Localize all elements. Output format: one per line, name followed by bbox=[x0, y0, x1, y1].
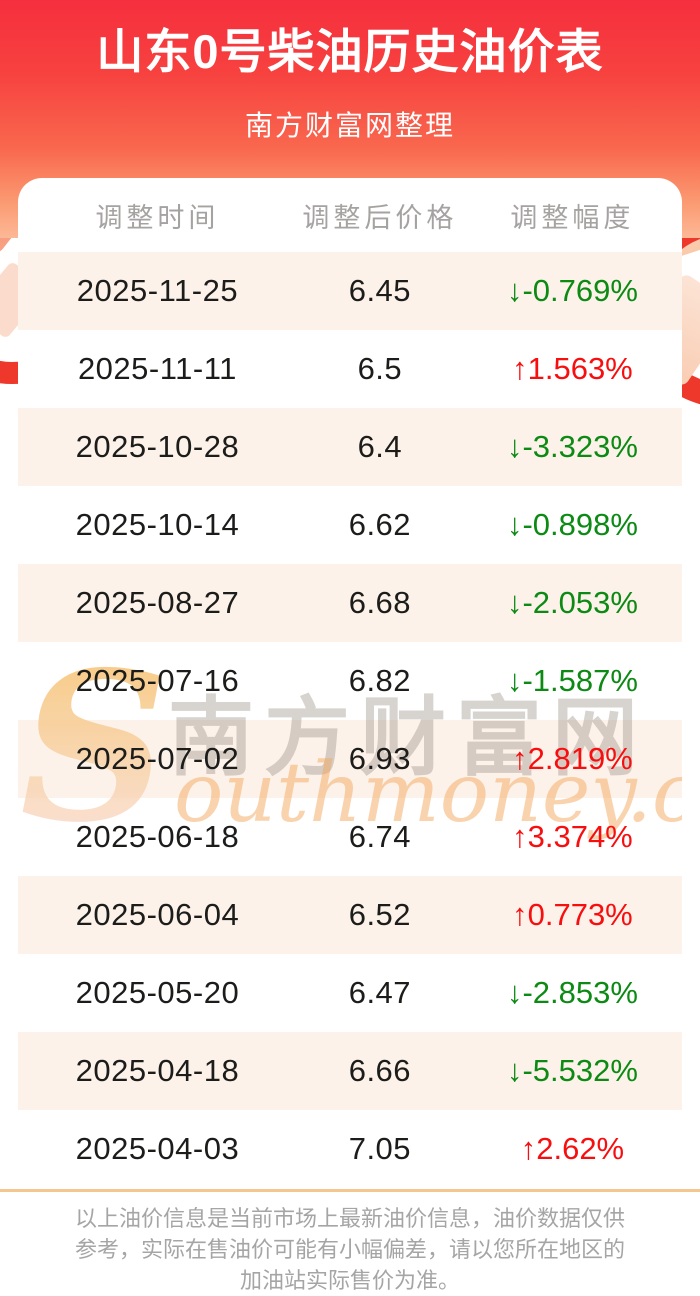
adjustment-date: 2025-06-18 bbox=[75, 819, 240, 854]
table-row: 2025-04-03 7.05 ↑2.62% bbox=[18, 1110, 682, 1188]
adjustment-percentage: ↑1.563% bbox=[512, 351, 633, 386]
table-row: 2025-06-18 6.74 ↑3.374% bbox=[18, 798, 682, 876]
adjustment-percentage: ↓-5.532% bbox=[506, 1053, 638, 1088]
adjustment-percentage: ↓-3.323% bbox=[506, 429, 638, 464]
adjustment-date: 2025-11-25 bbox=[76, 273, 239, 308]
adjustment-percentage: ↓-2.053% bbox=[506, 585, 638, 620]
adjustment-date: 2025-10-28 bbox=[75, 429, 240, 464]
table-row: 2025-10-28 6.4 ↓-3.323% bbox=[18, 408, 682, 486]
table-row: 2025-11-11 6.5 ↑1.563% bbox=[18, 330, 682, 408]
table-row: 2025-07-02 6.93 ↑2.819% bbox=[18, 720, 682, 798]
adjusted-price: 6.66 bbox=[348, 1053, 412, 1088]
footer-disclaimer-line: 以上油价信息是当前市场上最新油价信息，油价数据仅供 bbox=[74, 1206, 625, 1231]
adjustment-date: 2025-05-20 bbox=[75, 975, 240, 1010]
adjusted-price: 6.68 bbox=[348, 585, 412, 620]
table-row: 2025-08-27 6.68 ↓-2.053% bbox=[18, 564, 682, 642]
table-row: 2025-06-04 6.52 ↑0.773% bbox=[18, 876, 682, 954]
footer-disclaimer: 以上油价信息是当前市场上最新油价信息，油价数据仅供 参考，实际在售油价可能有小幅… bbox=[0, 1203, 700, 1296]
adjustment-percentage: ↑2.62% bbox=[520, 1131, 625, 1166]
adjusted-price: 6.5 bbox=[357, 351, 403, 386]
adjustment-percentage: ↑0.773% bbox=[512, 897, 633, 932]
table-row: 2025-05-20 6.47 ↓-2.853% bbox=[18, 954, 682, 1032]
adjusted-price: 7.05 bbox=[348, 1131, 412, 1166]
column-header-change: 调整幅度 bbox=[510, 202, 635, 233]
footer-disclaimer-line: 参考，实际在售油价可能有小幅偏差，请以您所在地区的 bbox=[74, 1237, 625, 1262]
adjusted-price: 6.74 bbox=[348, 819, 412, 854]
column-header-date: 调整时间 bbox=[95, 202, 220, 233]
adjustment-date: 2025-06-04 bbox=[75, 897, 240, 932]
column-header-price: 调整后价格 bbox=[302, 202, 458, 233]
adjusted-price: 6.47 bbox=[348, 975, 412, 1010]
table-header-row: 调整时间 调整后价格 调整幅度 bbox=[18, 178, 682, 252]
table-row: 2025-07-16 6.82 ↓-1.587% bbox=[18, 642, 682, 720]
adjustment-percentage: ↓-0.898% bbox=[506, 507, 638, 542]
adjustment-percentage: ↓-0.769% bbox=[506, 273, 638, 308]
adjusted-price: 6.4 bbox=[357, 429, 403, 464]
footer-divider bbox=[0, 1189, 700, 1192]
adjustment-percentage: ↓-2.853% bbox=[506, 975, 638, 1010]
adjustment-date: 2025-07-02 bbox=[75, 741, 240, 776]
page-subtitle: 南方财富网整理 bbox=[244, 110, 455, 141]
adjustment-date: 2025-11-11 bbox=[77, 351, 237, 386]
adjusted-price: 6.82 bbox=[348, 663, 412, 698]
adjusted-price: 6.52 bbox=[348, 897, 412, 932]
adjustment-date: 2025-08-27 bbox=[75, 585, 240, 620]
adjustment-percentage: ↑2.819% bbox=[512, 741, 633, 776]
adjusted-price: 6.62 bbox=[348, 507, 412, 542]
table-body: 2025-11-25 6.45 ↓-0.769% 2025-11-11 6.5 … bbox=[18, 252, 682, 1188]
adjusted-price: 6.93 bbox=[348, 741, 412, 776]
table-row: 2025-04-18 6.66 ↓-5.532% bbox=[18, 1032, 682, 1110]
adjustment-percentage: ↑3.374% bbox=[512, 819, 633, 854]
price-table-card: 调整时间 调整后价格 调整幅度 S 南方财富网 outhmoney.com 20… bbox=[18, 178, 682, 1188]
footer-disclaimer-line: 加油站实际售价为准。 bbox=[239, 1268, 460, 1293]
table-row: 2025-11-25 6.45 ↓-0.769% bbox=[18, 252, 682, 330]
adjustment-percentage: ↓-1.587% bbox=[506, 663, 638, 698]
table-row: 2025-10-14 6.62 ↓-0.898% bbox=[18, 486, 682, 564]
adjustment-date: 2025-07-16 bbox=[75, 663, 240, 698]
adjusted-price: 6.45 bbox=[348, 273, 412, 308]
adjustment-date: 2025-04-03 bbox=[75, 1131, 240, 1166]
adjustment-date: 2025-04-18 bbox=[75, 1053, 240, 1088]
adjustment-date: 2025-10-14 bbox=[75, 507, 240, 542]
page-title: 山东0号柴油历史油价表 bbox=[96, 25, 604, 78]
